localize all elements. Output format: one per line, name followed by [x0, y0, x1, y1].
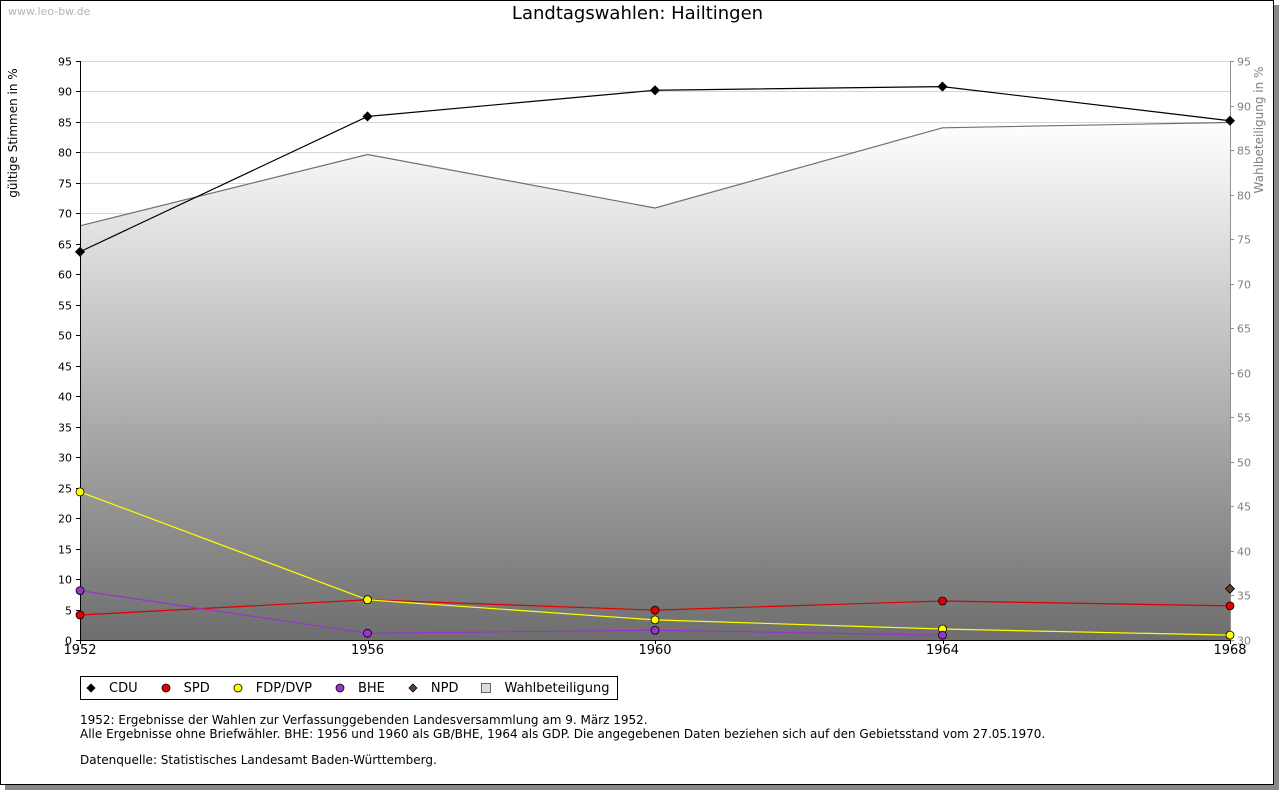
y2-tick-label: 95 — [1237, 56, 1251, 69]
y-tick-label: 35 — [58, 422, 72, 435]
legend: CDU SPD FDP/DVP BHE NPD Wahlbeteiligung — [80, 676, 619, 700]
y2-tick-label: 35 — [1237, 590, 1251, 603]
data-point-cdu — [74, 246, 86, 257]
data-point-cdu — [362, 111, 373, 122]
y-tick-label: 10 — [58, 574, 72, 587]
legend-marker-npd — [407, 682, 419, 694]
y-tick-label: 95 — [58, 56, 72, 69]
y-tick-label: 75 — [58, 178, 72, 191]
y-tick-label: 15 — [58, 544, 72, 557]
legend-marker-fdp-dvp — [232, 682, 244, 694]
axes: 0 5 10 15 20 25 30 35 40 45 50 55 60 65 70 75 80 85 90 95 30… — [58, 56, 1251, 659]
legend-marker-cdu — [85, 682, 97, 694]
series-cdu — [74, 81, 1236, 257]
data-point-fdp-dvp — [1225, 630, 1235, 640]
series-lines — [74, 81, 1236, 640]
axis-labels: gültige Stimmen in % Wahlbeteiligung in … — [6, 67, 1266, 198]
y2-tick-label: 70 — [1237, 279, 1251, 292]
y-tick-label: 0 — [65, 635, 72, 648]
legend-item-wahlbeteiligung: Wahlbeteiligung — [480, 681, 609, 696]
chart-title: Landtagswahlen: Hailtingen — [511, 3, 764, 24]
data-point-cdu — [649, 85, 661, 96]
legend-marker-bhe — [334, 682, 346, 694]
source-note: Datenquelle: Statistisches Landesamt Bad… — [80, 753, 437, 767]
y-tick-label: 90 — [58, 86, 72, 99]
legend-item-fdp-dvp: FDP/DVP — [232, 681, 312, 696]
y-tick-label: 85 — [58, 117, 72, 130]
legend-label-wahlbeteiligung: Wahlbeteiligung — [504, 680, 610, 696]
y-axis-label: gültige Stimmen in % — [6, 68, 20, 197]
y-tick-label: 45 — [58, 361, 72, 374]
data-point-spd — [75, 610, 85, 620]
y2-tick-label: 75 — [1237, 234, 1251, 247]
series-npd — [1224, 583, 1236, 594]
y2-tick-label: 40 — [1237, 546, 1251, 559]
y-tick-label: 5 — [65, 605, 72, 618]
data-point-cdu — [1224, 115, 1236, 126]
x-tick-label: 1952 — [63, 643, 96, 658]
data-point-bhe — [650, 625, 660, 635]
data-point-npd — [1224, 583, 1236, 594]
legend-label-npd: NPD — [430, 680, 459, 696]
legend-item-cdu: CDU — [85, 681, 138, 696]
turnout-line — [79, 121, 1231, 227]
legend-item-npd: NPD — [407, 680, 459, 696]
data-point-bhe — [938, 630, 947, 640]
watermark: www.leo-bw.de — [8, 5, 91, 18]
x-tick-label: 1964 — [926, 643, 959, 658]
turnout-fill — [80, 122, 1230, 640]
y2-tick-label: 50 — [1237, 457, 1251, 470]
y-tick-label: 60 — [58, 269, 72, 282]
y2-tick-label: 90 — [1237, 101, 1251, 114]
data-point-bhe — [75, 586, 85, 596]
y-tick-label: 50 — [58, 330, 72, 343]
data-point-fdp-dvp — [75, 487, 85, 497]
data-point-fdp-dvp — [363, 595, 372, 605]
y-tick-label: 65 — [58, 239, 72, 252]
series-fdp-dvp — [75, 487, 1235, 640]
y-tick-label: 40 — [58, 391, 72, 404]
x-tick-label: 1956 — [351, 643, 384, 658]
legend-label-fdp-dvp: FDP/DVP — [255, 680, 312, 696]
note-line-1: 1952: Ergebnisse der Wahlen zur Verfassu… — [80, 713, 648, 727]
series-bhe — [75, 586, 947, 640]
legend-label-spd: SPD — [183, 680, 210, 696]
legend-marker-spd — [160, 682, 172, 694]
note-line-2: Alle Ergebnisse ohne Briefwähler. BHE: 1… — [80, 727, 1046, 741]
legend-item-spd: SPD — [160, 681, 210, 696]
data-point-cdu — [937, 81, 948, 92]
y-tick-label: 20 — [58, 513, 72, 526]
legend-marker-wahlbeteiligung — [480, 682, 492, 694]
y-tick-label: 30 — [58, 452, 72, 465]
y-tick-label: 70 — [58, 208, 72, 221]
x-tick-label: 1968 — [1213, 643, 1246, 658]
y2-tick-label: 80 — [1237, 190, 1251, 203]
y-tick-label: 25 — [58, 483, 72, 496]
data-point-spd — [1225, 601, 1235, 611]
x-tick-label: 1960 — [638, 643, 671, 658]
data-point-fdp-dvp — [650, 615, 660, 625]
series-line-bhe — [79, 590, 943, 636]
y2-tick-label: 30 — [1237, 635, 1251, 648]
y2-tick-label: 60 — [1237, 368, 1251, 381]
y2-axis-label: Wahlbeteiligung in % — [1252, 67, 1266, 194]
y2-tick-label: 85 — [1237, 145, 1251, 158]
data-point-spd — [938, 596, 947, 606]
y-tick-label: 55 — [58, 300, 72, 313]
legend-label-bhe: BHE — [357, 680, 385, 696]
legend-label-cdu: CDU — [109, 680, 138, 696]
legend-item-bhe: BHE — [334, 681, 385, 696]
y2-tick-label: 45 — [1237, 501, 1251, 514]
turnout-area — [79, 121, 1231, 640]
data-point-bhe — [363, 628, 372, 638]
data-point-spd — [650, 605, 660, 615]
y2-tick-label: 65 — [1237, 323, 1251, 336]
y-tick-label: 80 — [58, 147, 72, 160]
y2-tick-label: 55 — [1237, 412, 1251, 425]
